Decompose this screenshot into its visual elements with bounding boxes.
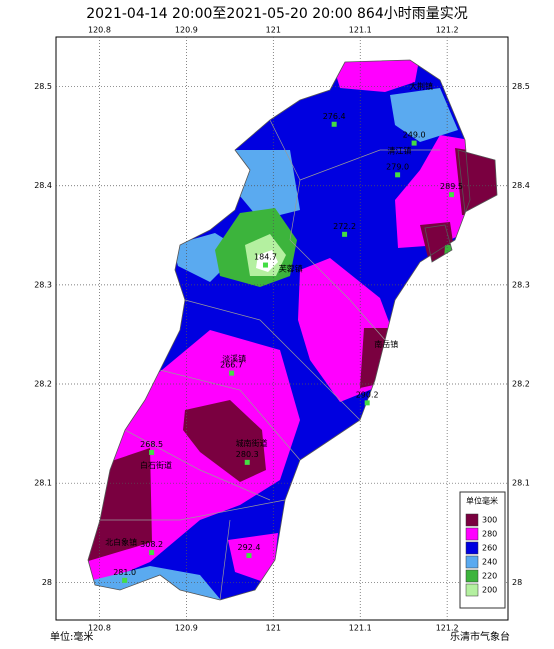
legend-label: 220 xyxy=(482,572,497,581)
y-tick-label: 28.5 xyxy=(512,82,530,91)
station-marker xyxy=(411,140,417,146)
station-marker xyxy=(342,231,348,237)
station-marker xyxy=(395,172,401,178)
legend-swatch xyxy=(465,527,479,541)
station-marker xyxy=(449,192,454,198)
place-name: 淡溪镇 xyxy=(222,354,246,364)
station-value: 279.0 xyxy=(386,162,409,171)
legend-swatch xyxy=(465,569,479,583)
legend-swatch xyxy=(465,513,479,527)
legend-label: 200 xyxy=(482,586,497,595)
legend-title: 单位毫米 xyxy=(466,496,498,506)
y-tick-label: 28.1 xyxy=(34,479,52,488)
y-tick-label: 28.4 xyxy=(512,181,530,190)
station-value: 308.2 xyxy=(140,540,163,549)
x-tick-label: 121.2 xyxy=(436,624,459,633)
y-tick-label: 28.2 xyxy=(512,380,530,389)
legend-label: 240 xyxy=(482,558,497,567)
y-tick-label: 28.2 xyxy=(34,380,52,389)
station-value: 249.0 xyxy=(403,131,426,140)
coastline xyxy=(87,59,498,601)
x-tick-label: 121.1 xyxy=(349,26,372,35)
station-value: 290.2 xyxy=(356,390,379,399)
legend-label: 280 xyxy=(482,530,497,539)
station-value: 276.4 xyxy=(323,112,346,121)
x-tick-label: 121.1 xyxy=(349,624,372,633)
station-value: 184.7 xyxy=(254,253,277,262)
place-name: 城南街道 xyxy=(236,438,268,448)
y-tick-label: 28 xyxy=(512,578,522,587)
legend-label: 300 xyxy=(482,516,497,525)
legend-label: 260 xyxy=(482,544,497,553)
station-marker xyxy=(246,553,252,559)
place-name: 清江镇 xyxy=(387,146,411,156)
place-name: 大荆镇 xyxy=(409,81,433,91)
place-name: 北白象镇 xyxy=(105,537,137,547)
station-value: 292.4 xyxy=(238,543,261,552)
station-marker xyxy=(331,121,337,127)
station-marker xyxy=(364,400,370,406)
source-note: 乐清市气象台 xyxy=(450,630,510,643)
x-tick-label: 121 xyxy=(266,26,281,35)
y-tick-label: 28.3 xyxy=(34,280,52,289)
legend-swatch xyxy=(465,583,479,597)
station-marker xyxy=(149,550,155,556)
station-value: 289.5 xyxy=(440,182,463,191)
x-tick-label: 121.2 xyxy=(436,26,459,35)
station-marker xyxy=(229,370,235,376)
station-value: 266.7 xyxy=(220,361,243,370)
place-name: 白石街道 xyxy=(140,460,172,470)
y-tick-label: 28.3 xyxy=(512,280,530,289)
station-marker xyxy=(149,449,155,455)
y-tick-label: 28.5 xyxy=(34,82,52,91)
station-value: 281.0 xyxy=(113,568,136,577)
station-value: 268.5 xyxy=(140,440,163,449)
legend-swatch xyxy=(465,541,479,555)
y-tick-label: 28 xyxy=(42,578,52,587)
x-tick-label: 120.8 xyxy=(88,624,111,633)
y-tick-label: 28.4 xyxy=(34,181,52,190)
x-tick-label: 121 xyxy=(266,624,281,633)
station-marker xyxy=(262,262,268,268)
station-marker xyxy=(244,459,250,465)
unit-note: 单位:毫米 xyxy=(50,630,93,643)
x-tick-label: 120.8 xyxy=(88,26,111,35)
x-tick-label: 120.9 xyxy=(175,26,198,35)
station-value: 272.2 xyxy=(333,222,356,231)
legend-swatch xyxy=(465,555,479,569)
station-marker xyxy=(122,577,128,583)
place-name: 芙蓉镇 xyxy=(279,264,303,274)
station-value: 280.3 xyxy=(236,450,259,459)
y-tick-label: 28.1 xyxy=(512,479,530,488)
map-title: 2021-04-14 20:00至2021-05-20 20:00 864小时雨… xyxy=(86,6,468,22)
x-tick-label: 120.9 xyxy=(175,624,198,633)
place-name: 南岳镇 xyxy=(374,339,398,349)
